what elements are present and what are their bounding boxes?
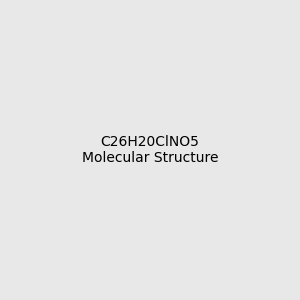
Text: C26H20ClNO5
Molecular Structure: C26H20ClNO5 Molecular Structure xyxy=(82,135,218,165)
